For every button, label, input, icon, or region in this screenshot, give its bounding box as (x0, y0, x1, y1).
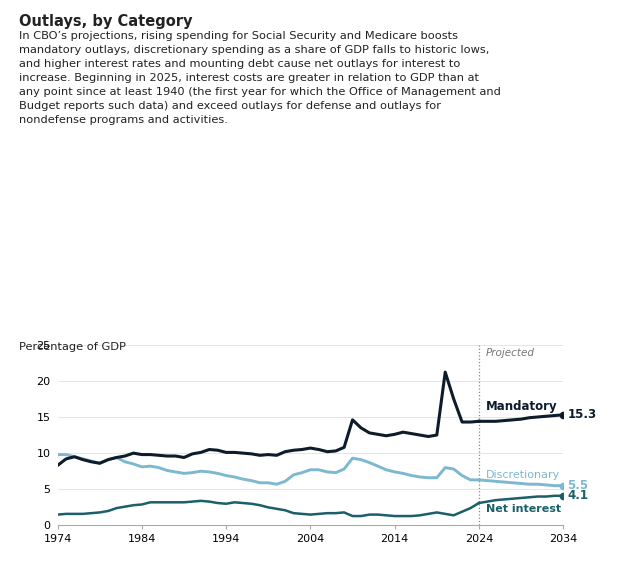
Text: 15.3: 15.3 (568, 408, 596, 421)
Text: Projected: Projected (486, 348, 534, 358)
Text: In CBO’s projections, rising spending for Social Security and Medicare boosts
ma: In CBO’s projections, rising spending fo… (19, 31, 501, 125)
Text: Outlays, by Category: Outlays, by Category (19, 14, 193, 29)
Text: Discretionary: Discretionary (486, 470, 560, 480)
Text: Mandatory: Mandatory (486, 399, 557, 412)
Text: 4.1: 4.1 (568, 489, 588, 502)
Text: 5.5: 5.5 (568, 479, 589, 492)
Text: Net interest: Net interest (486, 504, 561, 514)
Text: Percentage of GDP: Percentage of GDP (19, 342, 126, 352)
